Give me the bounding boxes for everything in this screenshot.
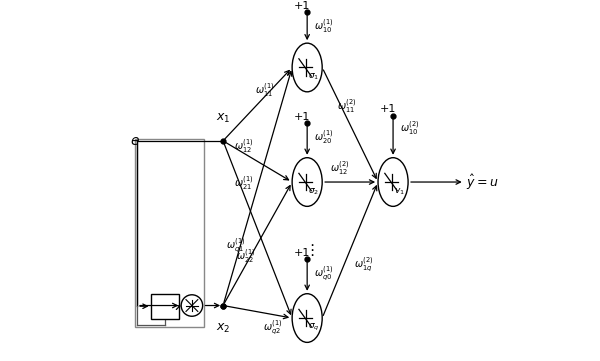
Text: $e$: $e$ <box>130 134 140 148</box>
Text: $1/z$: $1/z$ <box>155 299 175 313</box>
Text: $\sigma_1$: $\sigma_1$ <box>308 71 319 82</box>
Text: $\omega_{10}^{(2)}$: $\omega_{10}^{(2)}$ <box>400 119 419 137</box>
Text: $\omega_{11}^{(1)}$: $\omega_{11}^{(1)}$ <box>255 81 275 99</box>
Text: +1: +1 <box>293 1 310 10</box>
Circle shape <box>181 295 203 316</box>
Text: $\omega_{22}^{(1)}$: $\omega_{22}^{(1)}$ <box>236 247 256 265</box>
Text: $\omega_{12}^{(1)}$: $\omega_{12}^{(1)}$ <box>235 137 254 155</box>
Text: $v_1$: $v_1$ <box>394 186 404 196</box>
Text: $\omega_{12}^{(2)}$: $\omega_{12}^{(2)}$ <box>331 159 350 177</box>
Text: $\omega_{21}^{(1)}$: $\omega_{21}^{(1)}$ <box>235 174 254 192</box>
Text: $\omega_{q1}^{(1)}$: $\omega_{q1}^{(1)}$ <box>226 236 245 255</box>
Text: $\vdots$: $\vdots$ <box>304 242 314 258</box>
Text: $\omega_{10}^{(1)}$: $\omega_{10}^{(1)}$ <box>314 17 333 35</box>
Text: +1: +1 <box>293 248 310 257</box>
Text: $\hat{y} = u$: $\hat{y} = u$ <box>466 173 499 192</box>
Ellipse shape <box>378 158 408 206</box>
Text: $x_1$: $x_1$ <box>216 112 230 125</box>
Text: $\omega_{20}^{(1)}$: $\omega_{20}^{(1)}$ <box>314 129 333 146</box>
Text: +1: +1 <box>380 104 396 114</box>
Text: $\omega_{q2}^{(1)}$: $\omega_{q2}^{(1)}$ <box>263 319 283 338</box>
Text: $x_2$: $x_2$ <box>216 322 230 335</box>
Text: $\omega_{q0}^{(1)}$: $\omega_{q0}^{(1)}$ <box>314 264 333 283</box>
Ellipse shape <box>292 294 322 342</box>
Text: $\sigma_2$: $\sigma_2$ <box>308 186 319 196</box>
Ellipse shape <box>292 158 322 206</box>
Text: $\omega_{1q}^{(2)}$: $\omega_{1q}^{(2)}$ <box>353 255 373 274</box>
Text: $\sigma_q$: $\sigma_q$ <box>308 322 319 333</box>
FancyBboxPatch shape <box>151 294 179 319</box>
Text: +1: +1 <box>293 112 310 122</box>
Text: $\omega_{11}^{(2)}$: $\omega_{11}^{(2)}$ <box>337 97 356 115</box>
Ellipse shape <box>292 43 322 92</box>
